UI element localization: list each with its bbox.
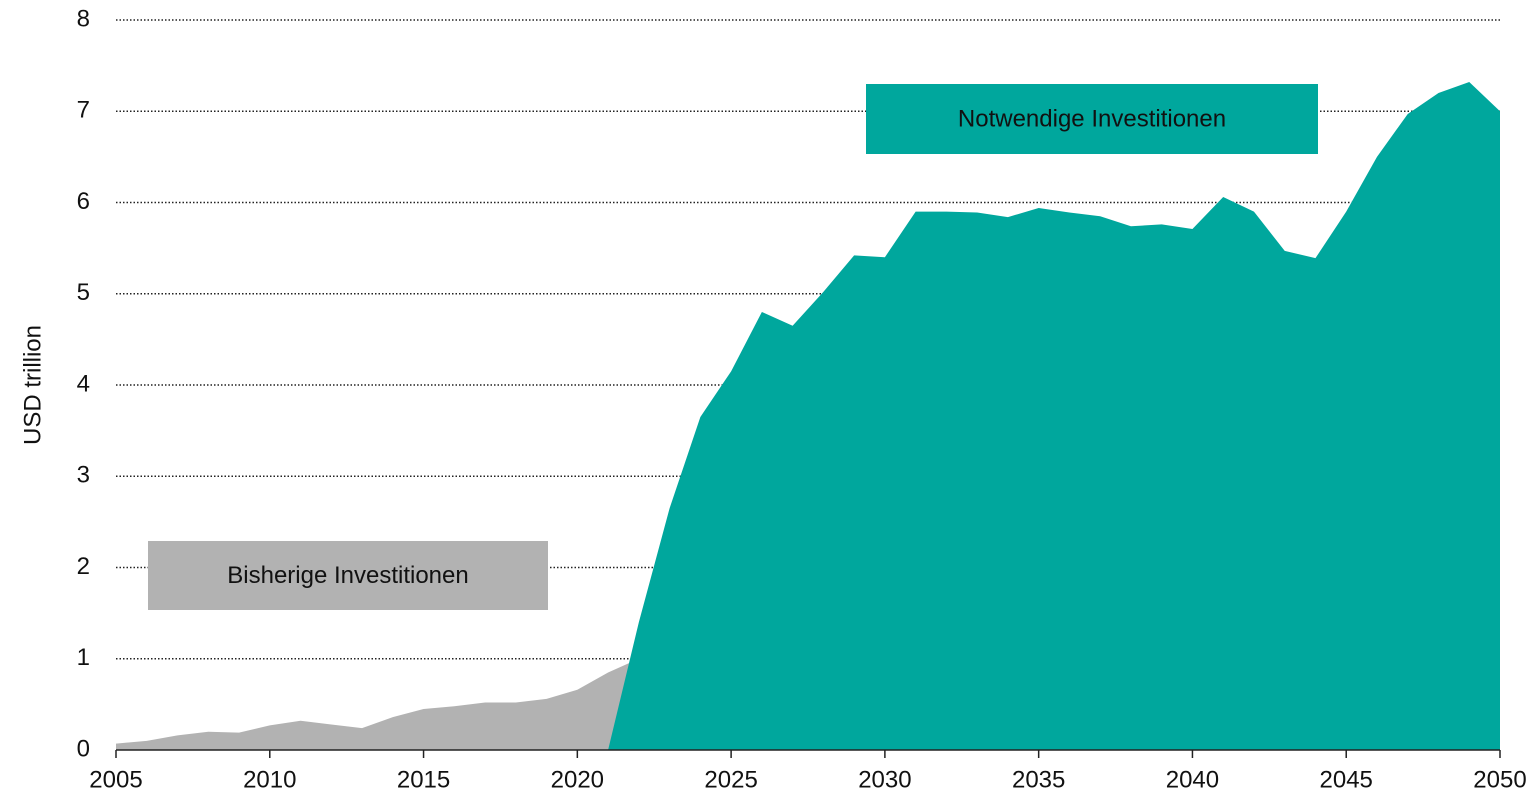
- y-tick-label: 4: [77, 370, 90, 397]
- legend-box: [866, 84, 1318, 154]
- legend-label: Notwendige Investitionen: [958, 105, 1226, 132]
- y-axis-label: USD trillion: [19, 325, 46, 445]
- y-tick-label: 7: [77, 97, 90, 124]
- x-tick-label: 2010: [243, 766, 296, 793]
- x-tick-label: 2025: [704, 766, 757, 793]
- y-tick-label: 1: [77, 644, 90, 671]
- area: [608, 82, 1500, 751]
- legend-label: Bisherige Investitionen: [227, 562, 468, 589]
- y-tick-label: 0: [77, 735, 90, 762]
- y-tick-label: 2: [77, 553, 90, 580]
- y-tick-label: 3: [77, 462, 90, 489]
- y-tick-label: 6: [77, 188, 90, 215]
- x-tick-label: 2050: [1473, 766, 1526, 793]
- x-tick-label: 2015: [397, 766, 450, 793]
- legend-box: [148, 541, 548, 610]
- x-tick-label: 2035: [1012, 766, 1065, 793]
- x-tick-label: 2040: [1166, 766, 1219, 793]
- x-tick-label: 2005: [89, 766, 142, 793]
- x-tick-label: 2020: [551, 766, 604, 793]
- y-tick-label: 8: [77, 5, 90, 32]
- area: [116, 658, 639, 750]
- x-tick-label: 2045: [1320, 766, 1373, 793]
- x-tick-label: 2030: [858, 766, 911, 793]
- y-tick-label: 5: [77, 279, 90, 306]
